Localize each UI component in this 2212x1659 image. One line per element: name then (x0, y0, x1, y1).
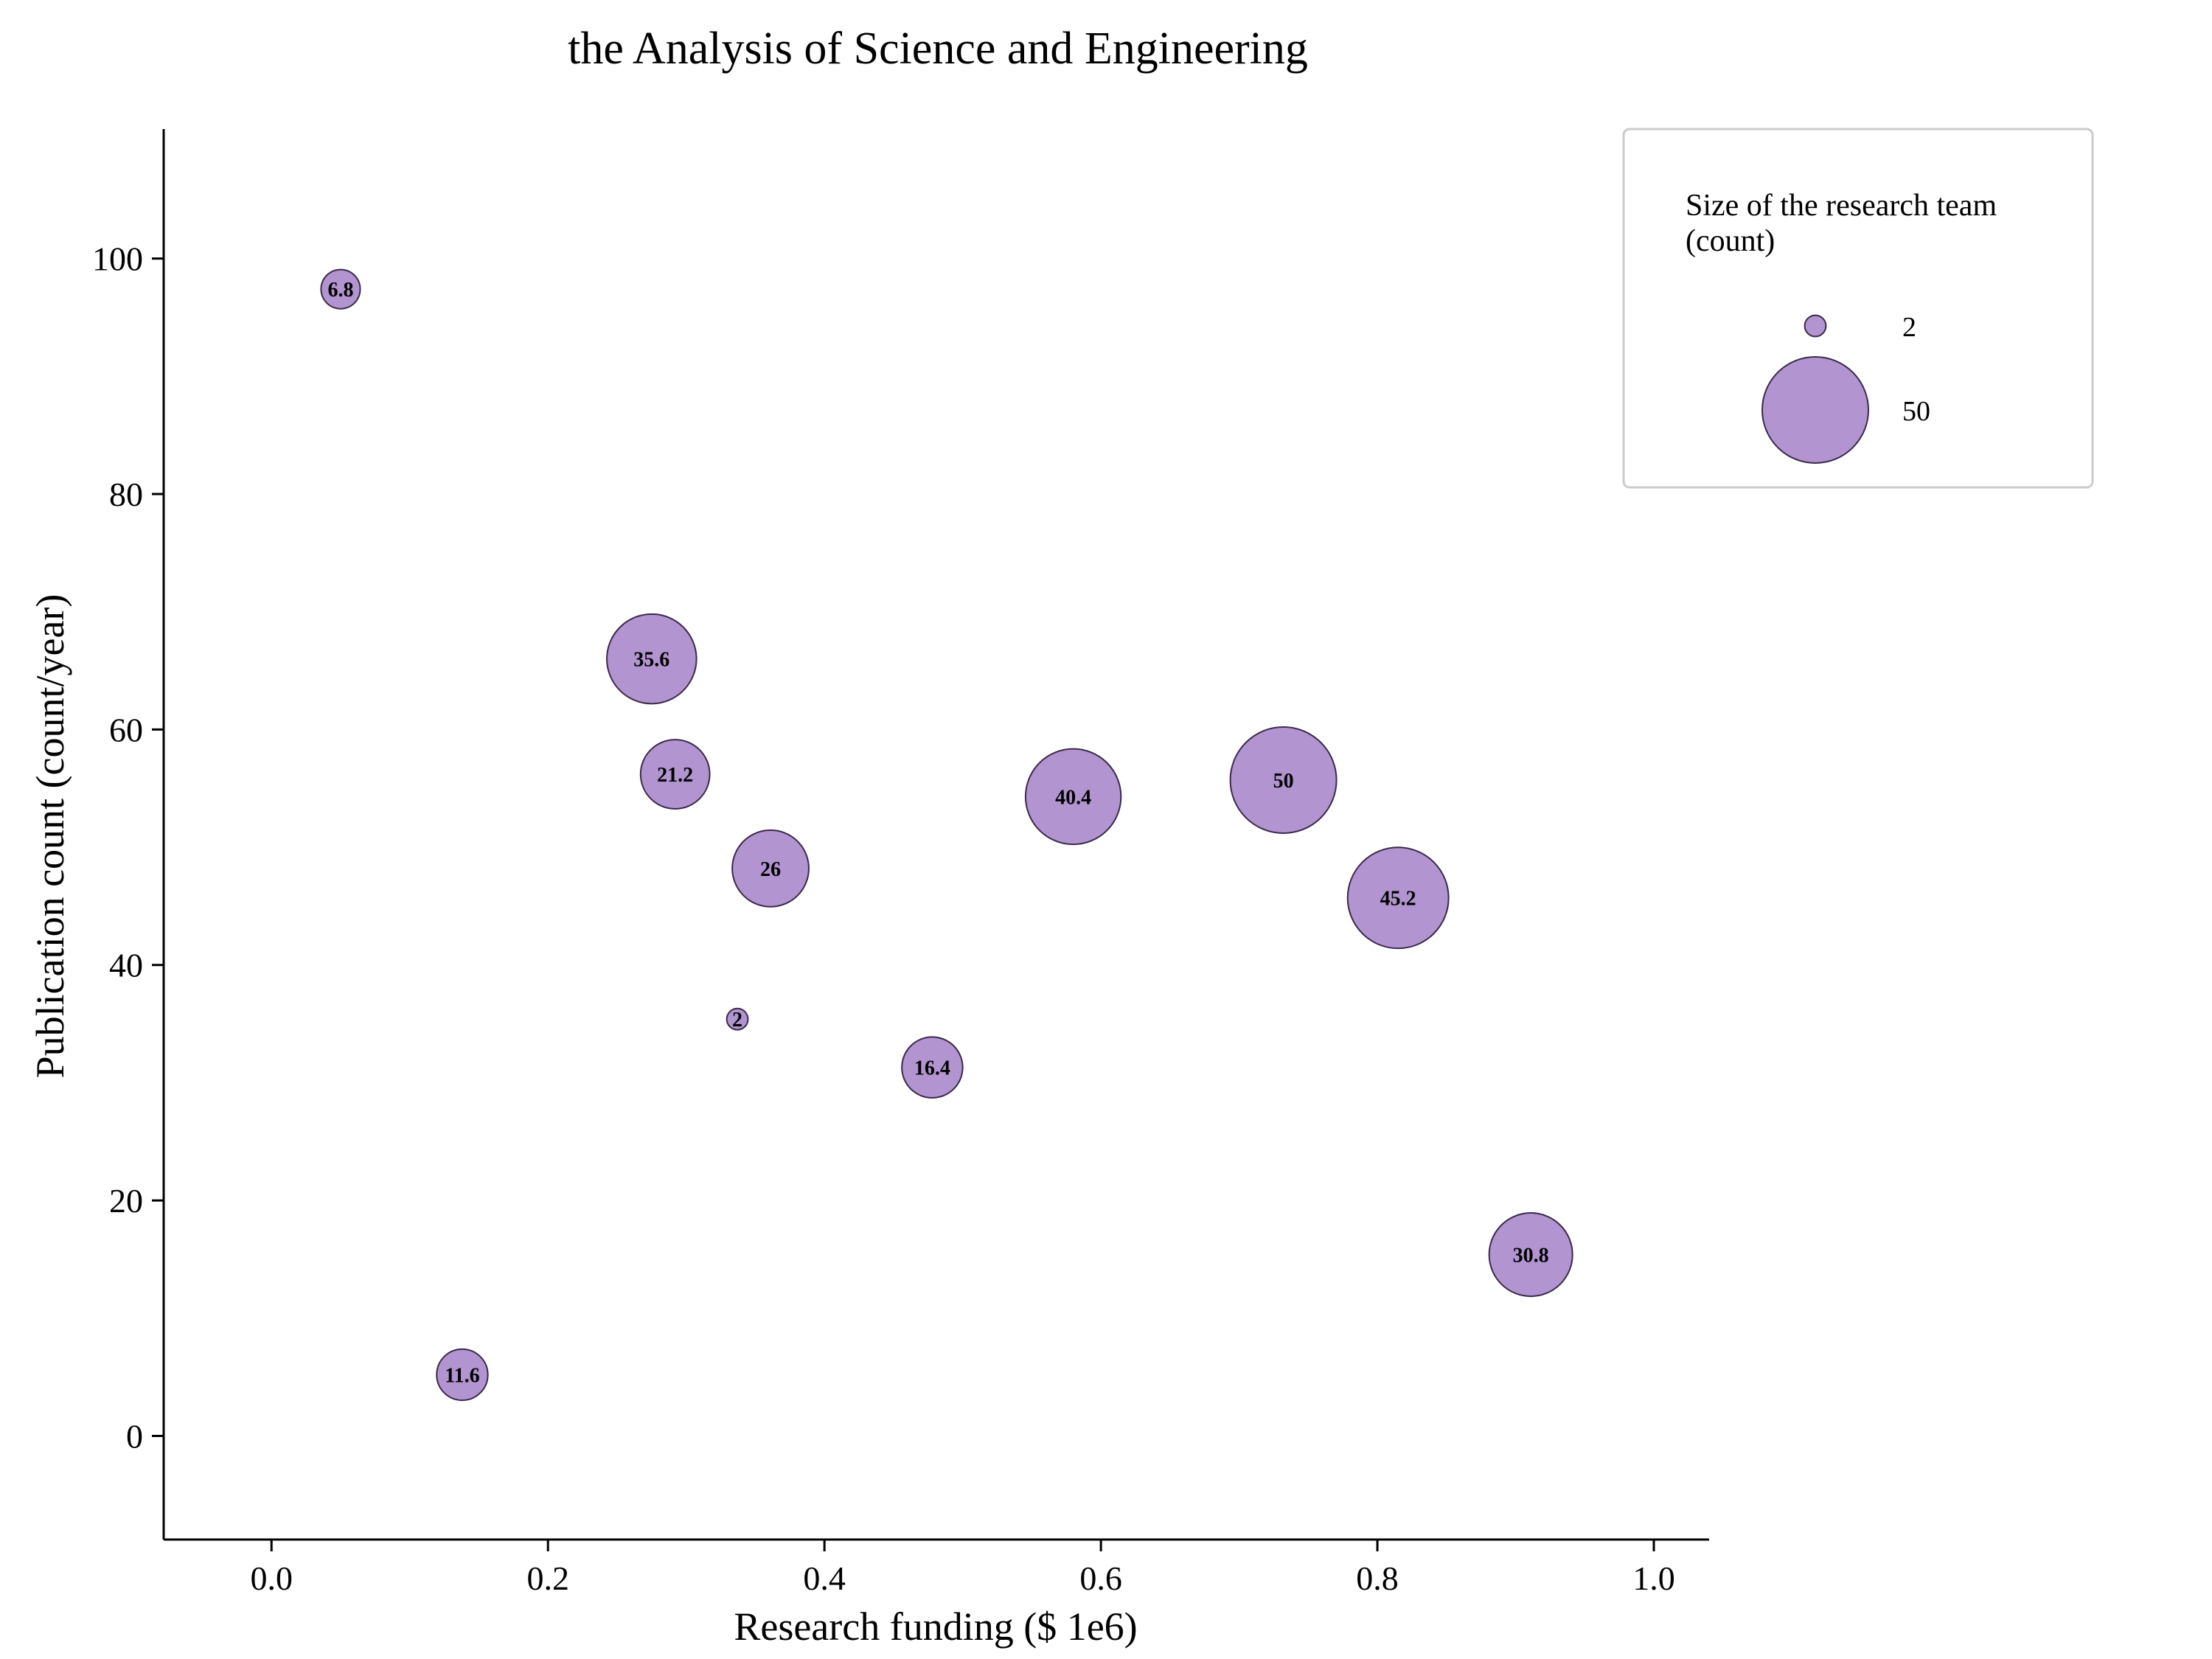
bubble-label: 21.2 (657, 764, 693, 787)
x-tick-label: 0.4 (803, 1559, 846, 1597)
y-tick-label: 40 (109, 947, 143, 984)
bubble (320, 268, 361, 310)
bubble-label: 16.4 (914, 1057, 950, 1080)
chart-title: the Analysis of Science and Engineering (568, 24, 1308, 74)
y-tick-label: 60 (109, 711, 143, 748)
bubble (726, 1007, 749, 1031)
x-tick-label: 1.0 (1632, 1559, 1675, 1597)
bubble (1229, 726, 1338, 835)
bubble (1024, 748, 1122, 846)
legend: Size of the research team (count) 2 50 (1622, 128, 2094, 489)
bubble-label: 11.6 (445, 1364, 479, 1387)
x-tick-label: 0.8 (1356, 1559, 1399, 1597)
bubble-label: 2 (732, 1009, 742, 1032)
legend-bubble (1761, 356, 1869, 464)
y-tick-label: 0 (126, 1417, 143, 1455)
bubble-label: 30.8 (1513, 1245, 1549, 1267)
legend-bubble (1804, 314, 1827, 338)
legend-title-line-1: Size of the research team (1686, 189, 1997, 223)
x-axis-label: Research funding ($ 1e6) (734, 1604, 1137, 1649)
legend-frame (1622, 128, 2094, 489)
y-ticks: 0 20 40 60 80 100 (92, 240, 164, 1455)
bubble (1488, 1212, 1573, 1298)
bubble-label: 6.8 (327, 279, 353, 302)
x-ticks: 0.0 0.2 0.4 0.6 0.8 1.0 (250, 1540, 1675, 1597)
y-tick-label: 100 (92, 240, 143, 278)
y-axis-label: Publication count (count/year) (28, 594, 72, 1079)
x-tick-label: 0.6 (1079, 1559, 1122, 1597)
x-tick-label: 0.2 (526, 1559, 569, 1597)
bubble-label: 40.4 (1055, 786, 1091, 809)
legend-label: 2 (1902, 312, 1916, 343)
x-tick-label: 0.0 (250, 1559, 293, 1597)
legend-title-line-2: (count) (1686, 224, 1775, 258)
bubble (436, 1348, 489, 1402)
bubble-label: 26 (760, 858, 781, 881)
bubble (1346, 846, 1450, 950)
axes (162, 129, 1709, 1541)
bubble (606, 613, 698, 705)
bubble-label: 50 (1273, 770, 1294, 793)
bubble (639, 739, 711, 810)
bubble-label: 45.2 (1380, 888, 1416, 911)
bubbles: 6.8 11.6 35.6 21.2 2 26 16.4 40.4 50 45.2 30.8 (320, 268, 1573, 1402)
y-tick-label: 20 (109, 1182, 143, 1220)
y-tick-label: 80 (109, 476, 143, 513)
legend-entries: 2 50 (1761, 312, 1930, 464)
bubble (901, 1036, 964, 1099)
bubble-label: 35.6 (633, 649, 669, 672)
bubble (731, 829, 810, 908)
legend-label: 50 (1902, 396, 1930, 427)
